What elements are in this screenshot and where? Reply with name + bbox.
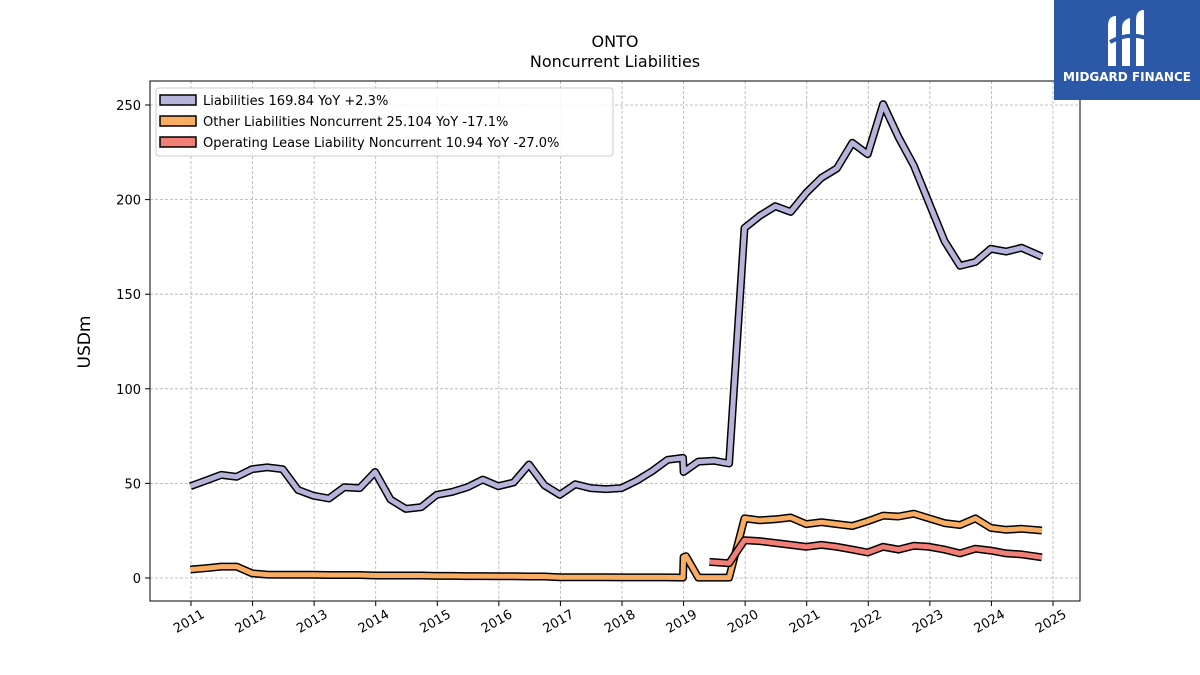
legend-box	[155, 87, 614, 157]
y-tick-label: 150	[116, 288, 141, 303]
series-line	[190, 511, 1043, 581]
brand-logo: MIDGARD FINANCE	[1054, 0, 1200, 100]
x-tick-label: 2025	[1033, 607, 1069, 637]
y-tick-label: 250	[116, 99, 141, 114]
legend-label: Other Liabilities Noncurrent 25.104 YoY …	[203, 115, 508, 130]
series-1	[189, 100, 1044, 513]
y-tick-label: 100	[116, 383, 141, 398]
series-2	[190, 509, 1043, 582]
legend-swatch	[159, 115, 197, 127]
x-tick-label: 2021	[787, 607, 823, 637]
brand-name: MIDGARD FINANCE	[1063, 70, 1191, 84]
legend-swatch	[159, 94, 197, 106]
x-tick-label: 2011	[171, 607, 207, 637]
x-tick-label: 2013	[294, 607, 330, 637]
series-lines	[189, 100, 1044, 582]
y-tick-label: 50	[124, 477, 141, 492]
legend-label: Operating Lease Liability Noncurrent 10.…	[203, 136, 559, 151]
plot-frame	[149, 80, 1081, 602]
series-3	[709, 536, 1043, 568]
legend-swatch	[159, 136, 197, 148]
x-tick-label: 2014	[356, 607, 392, 637]
x-tick-label: 2023	[910, 607, 946, 637]
x-tick-label: 2017	[541, 607, 577, 637]
series-line	[189, 101, 1043, 512]
legend: Liabilities 169.84 YoY +2.3% Other Liabil…	[155, 87, 614, 157]
x-tick-label: 2018	[602, 607, 638, 637]
legend-label: Liabilities 169.84 YoY +2.3%	[203, 94, 388, 109]
x-tick-label: 2016	[479, 607, 515, 637]
brand-mark-icon	[1108, 10, 1147, 66]
x-tick-label: 2022	[848, 607, 884, 637]
x-tick-label: 2020	[725, 607, 761, 637]
y-tick-label: 0	[133, 572, 141, 587]
chart-subtitle: Noncurrent Liabilities	[530, 52, 700, 71]
x-tick-label: 2012	[233, 607, 269, 637]
x-tick-label: 2015	[417, 607, 453, 637]
y-axis-label: USDm	[75, 316, 95, 369]
chart-title: ONTO	[592, 32, 639, 51]
x-tick-label: 2024	[972, 607, 1008, 637]
x-tick-label: 2019	[664, 607, 700, 637]
series-line	[709, 537, 1043, 566]
axis-ticks: 0 50 100 150 200 250 2011 2012 2013 2014 2015 2016 2…	[116, 99, 1069, 637]
y-tick-label: 200	[116, 194, 141, 209]
